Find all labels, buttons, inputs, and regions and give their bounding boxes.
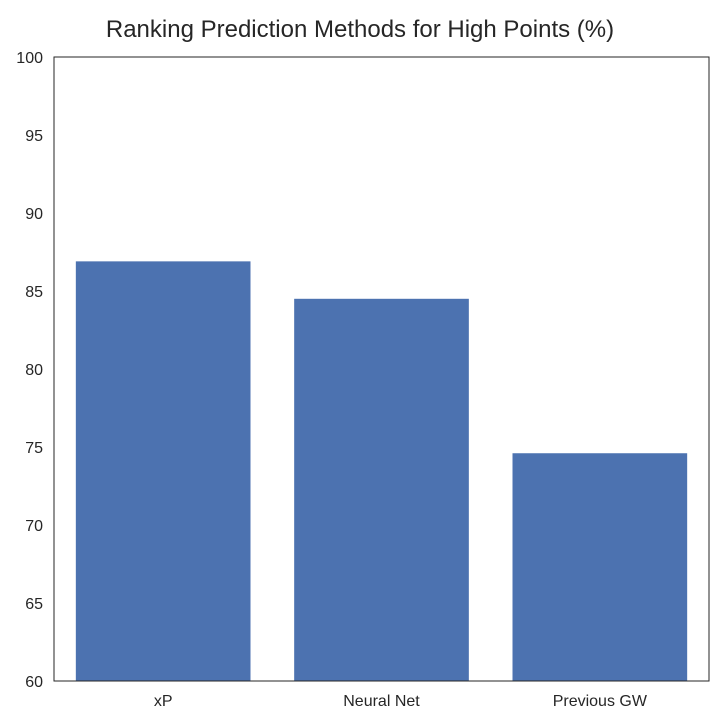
- y-axis: 60 65 70 75 80 85 90 95 100: [16, 50, 43, 691]
- bar-previous-gw: [512, 453, 688, 681]
- bar-xp: [75, 261, 251, 681]
- chart-title: Ranking Prediction Methods for High Poin…: [106, 16, 614, 43]
- bar-neural-net: [294, 298, 469, 681]
- x-axis: xP Neural Net Previous GW: [154, 693, 648, 710]
- y-tick-label: 90: [25, 206, 43, 223]
- y-tick-label: 95: [25, 128, 43, 145]
- y-tick-label: 60: [25, 674, 43, 691]
- y-tick-label: 85: [25, 284, 43, 301]
- plot-frame: [53, 56, 710, 682]
- y-tick-label: 70: [25, 518, 43, 535]
- y-tick-label: 65: [25, 596, 43, 613]
- x-tick-label: xP: [154, 693, 173, 710]
- x-tick-label: Neural Net: [343, 693, 420, 710]
- x-tick-label: Previous GW: [553, 693, 648, 710]
- y-tick-label: 80: [25, 362, 43, 379]
- y-tick-label: 100: [16, 50, 43, 67]
- bars: [75, 261, 688, 681]
- y-tick-label: 75: [25, 440, 43, 457]
